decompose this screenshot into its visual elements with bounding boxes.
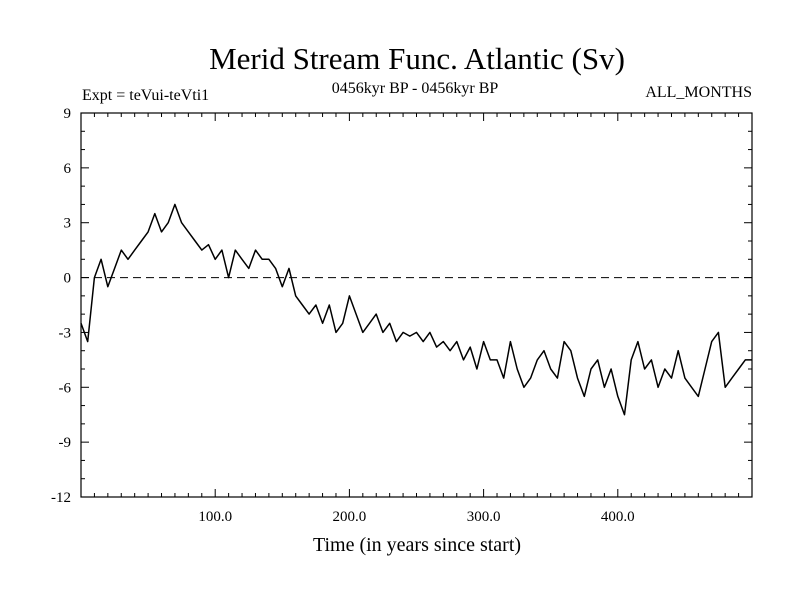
chart-title: Merid Stream Func. Atlantic (Sv) xyxy=(209,41,625,76)
y-tick-label: 3 xyxy=(64,216,72,232)
tick-layer: 9 6 3 0 -3 -6 -9 -12 100.0 200.0 300.0 400.0 xyxy=(51,106,752,525)
y-tick-label: -12 xyxy=(51,490,71,506)
y-tick-label: -6 xyxy=(59,380,72,396)
y-tick-label: 0 xyxy=(64,271,72,287)
subtitle-center: 0456kyr BP - 0456kyr BP xyxy=(332,80,499,97)
x-tick-label: 100.0 xyxy=(198,509,232,525)
subtitle-right: ALL_MONTHS xyxy=(645,84,752,101)
x-tick-label: 300.0 xyxy=(467,509,501,525)
x-tick-label: 400.0 xyxy=(601,509,635,525)
y-tick-label: 6 xyxy=(64,161,72,177)
x-axis-label: Time (in years since start) xyxy=(313,534,521,556)
x-tick-label: 200.0 xyxy=(333,509,367,525)
y-tick-label: -3 xyxy=(59,325,72,341)
y-tick-label: 9 xyxy=(64,106,72,122)
y-tick-label: -9 xyxy=(59,435,72,451)
plot-frame xyxy=(80,112,753,498)
series-line xyxy=(80,203,752,416)
subtitle-left: Expt = teVui-teVti1 xyxy=(82,87,209,104)
